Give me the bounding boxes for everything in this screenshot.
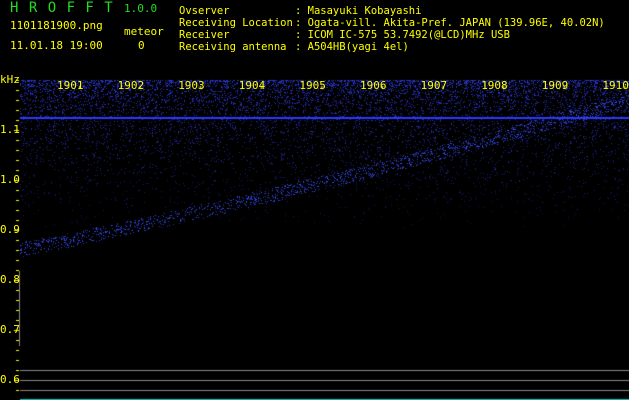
info-label: Ovserver bbox=[179, 5, 230, 17]
y-tick-label: 1.1 bbox=[0, 123, 20, 136]
x-tick-label: 1902 bbox=[117, 79, 145, 92]
meteor-count: 0 bbox=[138, 39, 145, 52]
info-value: : Masayuki Kobayashi bbox=[295, 5, 422, 17]
y-tick-label: 1.0 bbox=[0, 173, 20, 186]
info-value: : A504HB(yagi 4el) bbox=[295, 41, 409, 53]
y-tick-label: 0.7 bbox=[0, 323, 20, 336]
x-tick-label: 1901 bbox=[57, 79, 84, 92]
x-tick-label: 1910 bbox=[602, 79, 629, 92]
info-label: Receiving Location bbox=[179, 17, 293, 29]
app-title: H R O F F T bbox=[10, 0, 114, 16]
x-tick-label: 1905 bbox=[299, 79, 326, 92]
x-tick-label: 1907 bbox=[420, 79, 448, 92]
info-label: Receiver bbox=[179, 29, 230, 41]
y-tick-label: 0.9 bbox=[0, 223, 20, 236]
x-tick-label: 1904 bbox=[238, 79, 266, 92]
y-tick-label: 0.8 bbox=[0, 273, 20, 286]
info-value: : ICOM IC-575 53.7492(@LCD)MHz USB bbox=[295, 29, 510, 41]
datetime: 11.01.18 19:00 bbox=[10, 39, 103, 52]
info-label: Receiving antenna bbox=[179, 41, 287, 53]
x-tick-label: 1908 bbox=[481, 79, 508, 92]
filename: 1101181900.png bbox=[10, 19, 103, 32]
x-tick-label: 1909 bbox=[541, 79, 569, 92]
y-axis-label: kHz bbox=[0, 73, 20, 86]
x-tick-label: 1903 bbox=[178, 79, 205, 92]
meteor-label: meteor bbox=[124, 25, 164, 38]
info-value: : Ogata-vill. Akita-Pref. JAPAN (139.96E… bbox=[295, 17, 605, 29]
y-tick-label: 0.6 bbox=[0, 373, 20, 386]
x-tick-label: 1906 bbox=[360, 79, 387, 92]
version: 1.0.0 bbox=[124, 2, 158, 15]
